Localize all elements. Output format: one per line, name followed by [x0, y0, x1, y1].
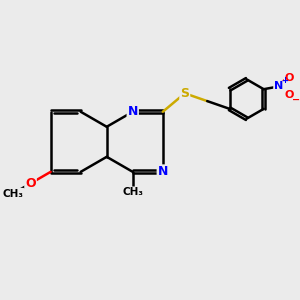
Text: −: −	[292, 95, 300, 105]
Text: N: N	[274, 82, 283, 92]
Text: O: O	[285, 90, 294, 100]
Text: O: O	[285, 73, 294, 83]
Text: N: N	[158, 165, 168, 178]
Text: O: O	[25, 177, 36, 190]
Text: S: S	[180, 87, 189, 100]
Text: N: N	[128, 105, 138, 118]
Text: CH₃: CH₃	[2, 189, 23, 199]
Text: CH₃: CH₃	[122, 187, 143, 197]
Text: +: +	[281, 76, 288, 85]
